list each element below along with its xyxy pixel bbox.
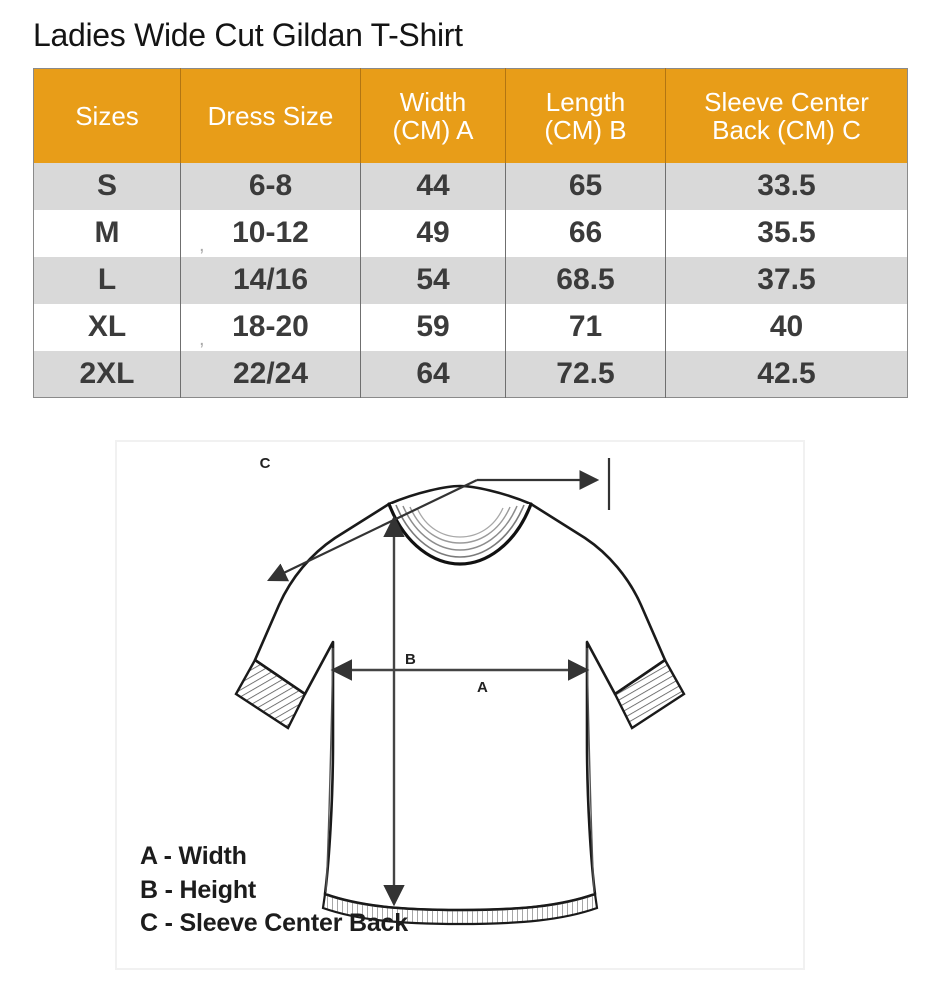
size-chart-table-container: Sizes Dress Size Width (CM) A Length (CM…: [33, 68, 908, 398]
table-row: 2XL 22/24 64 72.5 42.5: [33, 350, 908, 398]
sleeve-hem-left: [234, 658, 307, 730]
cell-dress-size: , 18-20: [180, 303, 361, 351]
cell-dress-size-value: 10-12: [232, 216, 309, 249]
measure-c-sleeve-center-back: C: [260, 455, 611, 582]
cell-length: 65: [505, 162, 666, 210]
cell-width: 44: [360, 162, 506, 210]
cell-sleeve: 40: [665, 303, 908, 351]
cell-length: 72.5: [505, 350, 666, 398]
table-row: S 6-8 44 65 33.5: [33, 162, 908, 210]
cell-dress-size-value: 22/24: [232, 356, 309, 390]
bottom-hem: [321, 892, 599, 926]
cell-width: 54: [360, 256, 506, 304]
cell-size: XL: [33, 303, 181, 351]
cell-dress-size: 22/24: [180, 350, 361, 398]
cell-sleeve: 33.5: [665, 162, 908, 210]
column-header-length: Length (CM) B: [505, 68, 666, 163]
tshirt-diagram-icon: C B A: [234, 455, 686, 926]
column-header-sleeve-line2: Back (CM) C: [712, 114, 861, 145]
collar-detail: [387, 502, 533, 566]
cell-sleeve: 37.5: [665, 256, 908, 304]
cell-width: 59: [360, 303, 506, 351]
table-row: L 14/16 54 68.5 37.5: [33, 256, 908, 304]
column-header-sleeve-line1: Sleeve Center: [704, 86, 869, 117]
cell-dress-size: 6-8: [180, 162, 361, 210]
column-header-width-line2: (CM) A: [392, 114, 474, 145]
measurement-diagram-panel: C B A: [115, 440, 805, 970]
cell-dress-size: , 10-12: [180, 209, 361, 257]
column-header-sizes-line1: Sizes: [75, 100, 139, 131]
cell-dress-size-value: 18-20: [232, 310, 309, 343]
measure-a-label: A: [477, 679, 488, 696]
cell-length: 71: [505, 303, 666, 351]
column-header-length-line1: Length: [545, 86, 626, 117]
cell-width: 64: [360, 350, 506, 398]
cell-sleeve: 35.5: [665, 209, 908, 257]
comma-artifact: ,: [199, 233, 205, 256]
cell-length: 68.5: [505, 256, 666, 304]
legend-item-c: C - Sleeve Center Back: [140, 909, 408, 937]
cell-sleeve: 42.5: [665, 350, 908, 398]
column-header-sleeve-center-back: Sleeve Center Back (CM) C: [665, 68, 908, 163]
diagram-legend: A - Width B - Height C - Sleeve Center B…: [140, 840, 408, 941]
cell-size: M: [33, 209, 181, 257]
side-seams: [325, 647, 595, 893]
table-row: M , 10-12 49 66 35.5: [33, 209, 908, 257]
legend-item-b: B - Height: [140, 875, 257, 904]
measure-c-label: C: [260, 455, 271, 472]
column-header-sizes: Sizes: [33, 68, 181, 163]
page-title: Ladies Wide Cut Gildan T-Shirt: [33, 17, 463, 53]
legend-item-a: A - Width: [140, 842, 247, 870]
column-header-dress-size-line1: Dress Size: [207, 100, 334, 131]
cell-dress-size: 14/16: [180, 256, 361, 304]
column-header-dress-size: Dress Size: [180, 68, 361, 163]
cell-length: 66: [505, 209, 666, 257]
cell-dress-size-value: 6-8: [248, 169, 293, 202]
measure-b-label: B: [405, 651, 416, 668]
cell-dress-size-value: 14/16: [232, 263, 309, 296]
sleeve-hem-right: [613, 658, 686, 730]
comma-artifact: ,: [199, 327, 205, 350]
size-chart-table: Sizes Dress Size Width (CM) A Length (CM…: [33, 68, 908, 398]
column-header-length-line2: (CM) B: [544, 114, 627, 145]
cell-size: 2XL: [33, 350, 181, 398]
column-header-width-line1: Width: [399, 86, 467, 117]
cell-width: 49: [360, 209, 506, 257]
table-header-row: Sizes Dress Size Width (CM) A Length (CM…: [33, 68, 908, 163]
cell-size: L: [33, 256, 181, 304]
table-row: XL , 18-20 59 71 40: [33, 303, 908, 351]
measure-a-width: A: [330, 659, 590, 696]
column-header-width: Width (CM) A: [360, 68, 506, 163]
cell-size: S: [33, 162, 181, 210]
